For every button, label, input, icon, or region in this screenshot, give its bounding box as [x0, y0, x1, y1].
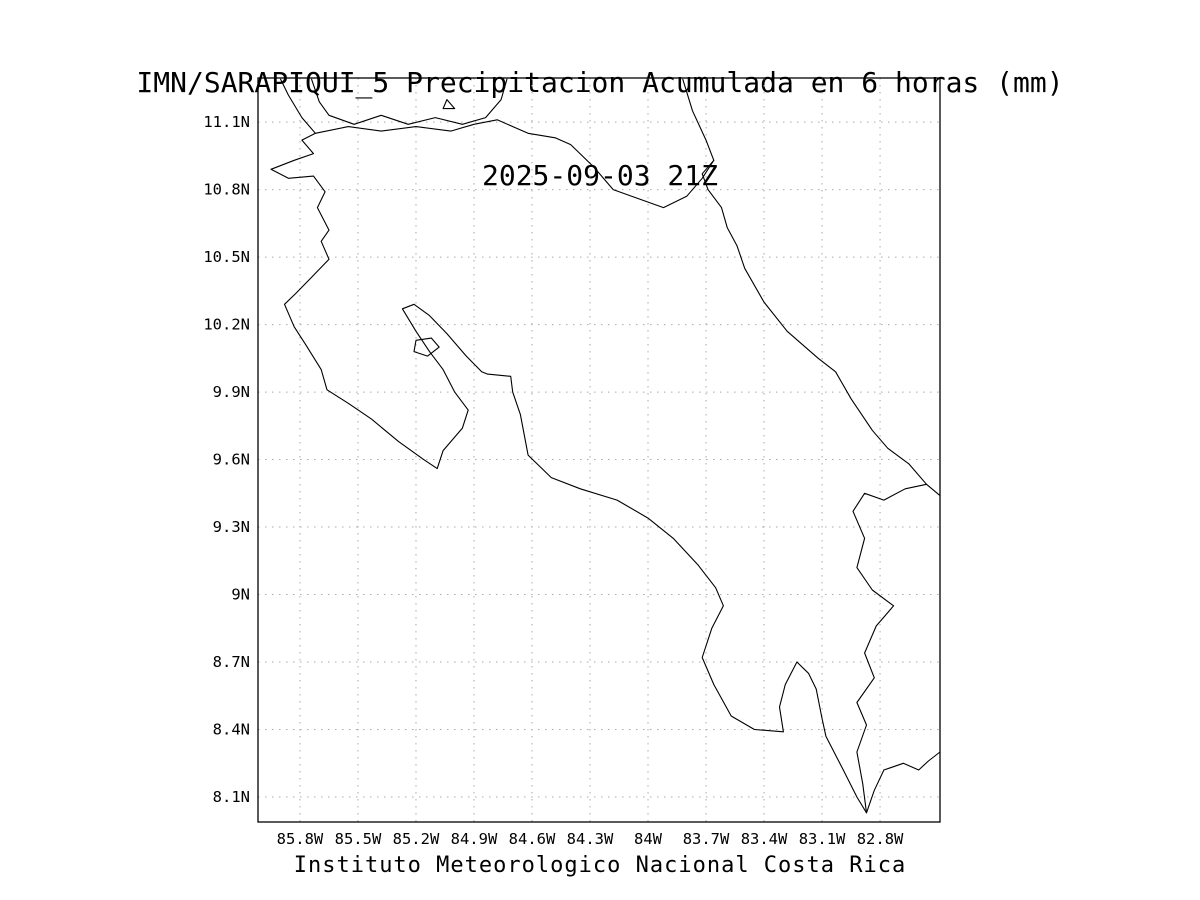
outline-nicaragua-border-san-juan	[314, 119, 715, 209]
x-axis-tick-label: 85.8W	[277, 830, 324, 848]
footer-caption: Instituto Meteorologico Nacional Costa R…	[293, 853, 907, 878]
x-axis-tick-label: 84.9W	[451, 830, 498, 848]
map-frame	[257, 77, 941, 823]
outline-solentiname-islet	[442, 99, 456, 110]
y-axis-tick-label: 8.1N	[213, 788, 250, 806]
y-axis-tick-label: 9N	[231, 586, 250, 604]
y-axis-tick-label: 10.8N	[203, 181, 250, 199]
x-axis-tick-label: 83.1W	[799, 830, 846, 848]
x-axis-tick-label: 83.7W	[683, 830, 730, 848]
x-axis-tick-label: 82.8W	[857, 830, 904, 848]
x-axis-tick-label: 84.3W	[567, 830, 614, 848]
x-axis-tick-label: 84.6W	[509, 830, 556, 848]
outline-isla-chira	[413, 337, 440, 357]
x-axis-tick-label: 85.2W	[393, 830, 440, 848]
outline-pacific-coast	[270, 78, 941, 814]
x-axis-tick-label: 85.5W	[335, 830, 382, 848]
x-axis-tick-label: 84W	[634, 830, 663, 848]
outline-caribbean-coast	[682, 78, 941, 497]
plot-title-block: IMN/SARAPIQUI_5 Precipitacion Acumulada …	[0, 5, 1200, 253]
y-axis-tick-label: 9.9N	[213, 383, 250, 401]
y-axis-tick-label: 8.7N	[213, 653, 250, 671]
y-axis-tick-label: 10.5N	[203, 248, 250, 266]
y-axis-tick-label: 9.3N	[213, 518, 250, 536]
outline-panama-border	[852, 483, 928, 814]
y-axis-tick-label: 11.1N	[203, 113, 250, 131]
y-axis-tick-label: 8.4N	[213, 721, 250, 739]
y-axis-tick-label: 9.6N	[213, 451, 250, 469]
x-axis-tick-label: 83.4W	[741, 830, 788, 848]
plot-title: IMN/SARAPIQUI_5 Precipitacion Acumulada …	[136, 66, 1064, 99]
outline-lake-nicaragua-shore	[311, 78, 508, 125]
y-axis-tick-label: 10.2N	[203, 316, 250, 334]
